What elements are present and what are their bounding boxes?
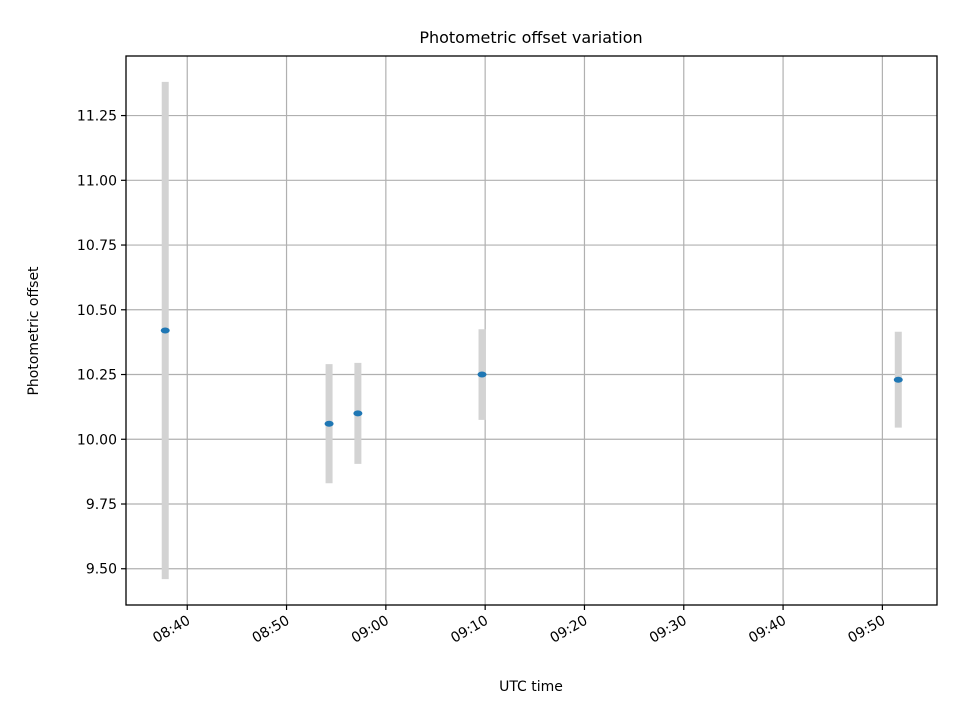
data-point (893, 376, 903, 383)
y-tick-label: 11.00 (77, 173, 117, 189)
data-point (353, 410, 363, 417)
y-tick-label: 10.25 (77, 368, 117, 384)
y-tick-label: 10.75 (77, 238, 117, 254)
x-axis-label: UTC time (499, 679, 563, 695)
y-axis-label: Photometric offset (26, 266, 42, 396)
data-point (477, 371, 487, 378)
y-axis-ticks: 9.50 9.75 10.00 10.25 10.50 10.75 11.00 11.25 (77, 109, 126, 578)
y-tick-label: 10.50 (77, 303, 117, 319)
plot-area-frame (125, 55, 938, 606)
y-tick-label: 11.25 (77, 109, 117, 125)
grid-lines (126, 56, 937, 605)
data-point (324, 420, 334, 427)
data-point (160, 327, 170, 334)
y-tick-label: 9.50 (86, 562, 117, 578)
y-tick-label: 10.00 (77, 432, 117, 448)
chart-title: Photometric offset variation (419, 28, 642, 47)
y-tick-label: 9.75 (86, 497, 117, 513)
data-points (160, 327, 903, 427)
